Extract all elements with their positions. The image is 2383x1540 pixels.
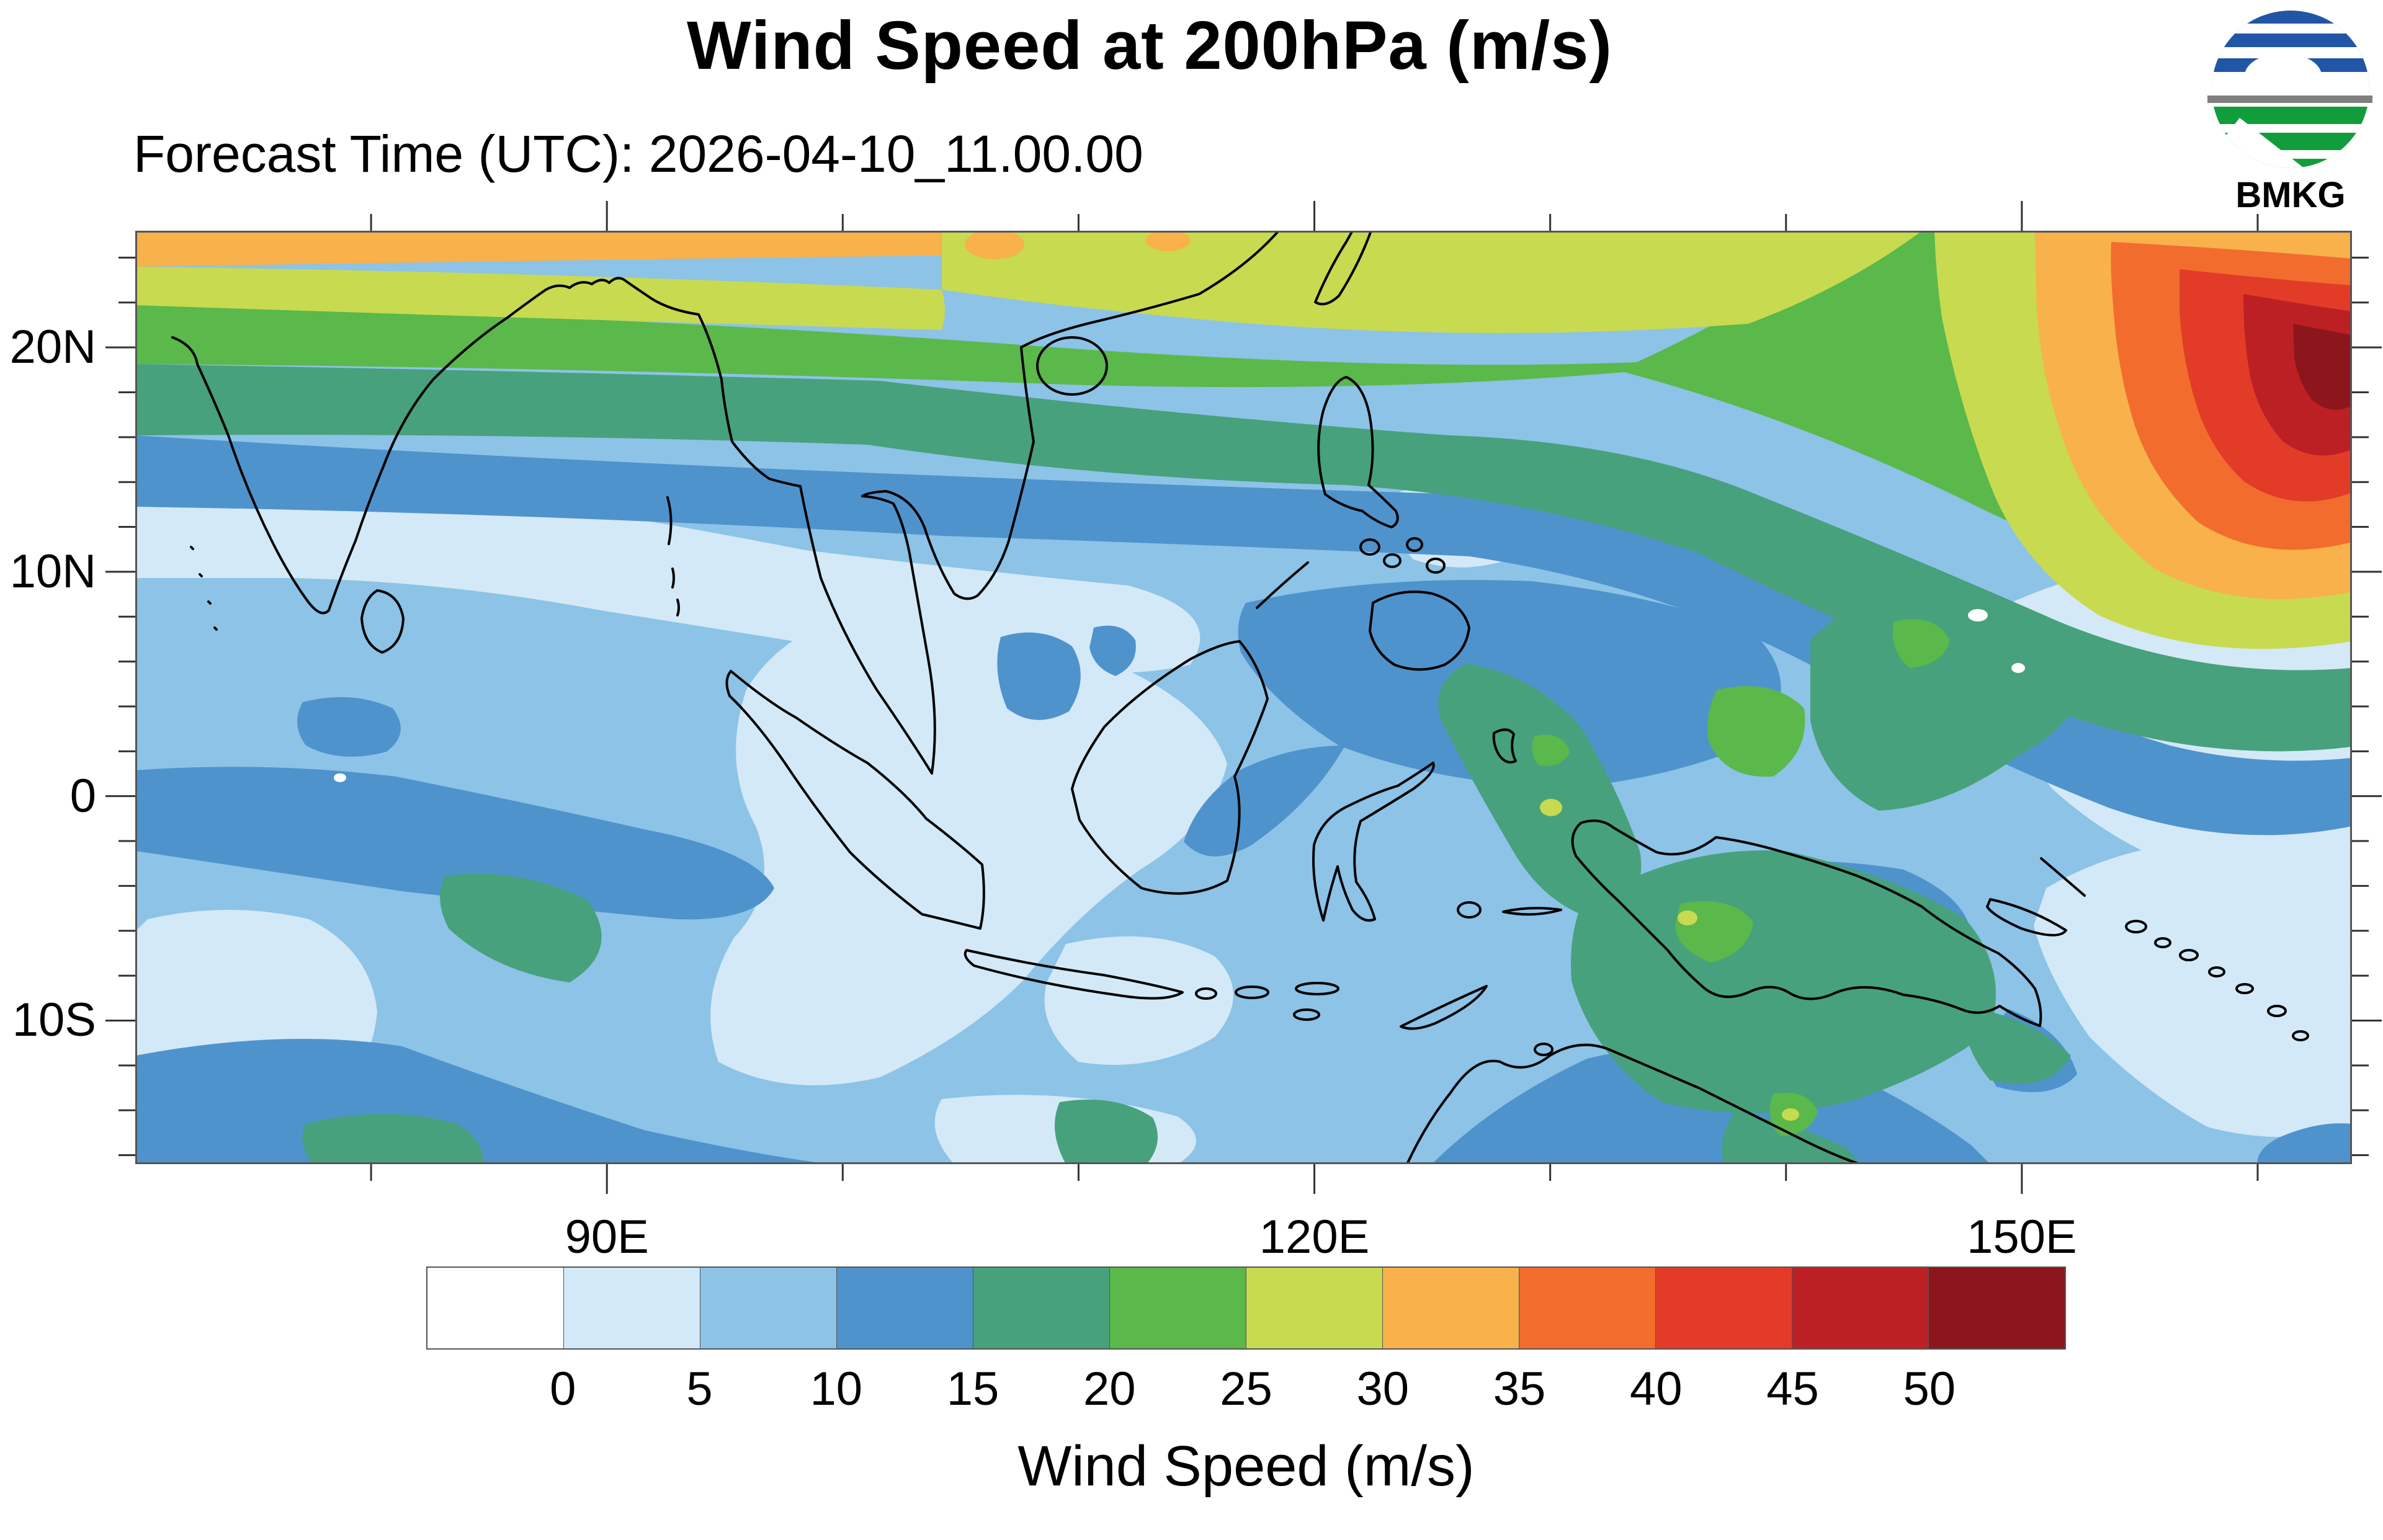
coastline-lakshadweep <box>190 546 218 631</box>
coastline-bougainville <box>2125 920 2147 933</box>
colorbar-cell <box>1110 1268 1246 1348</box>
coastline-solomon-2 <box>2179 949 2199 961</box>
coastline-new-guinea <box>1571 819 2042 1027</box>
coastline-visayas-2 <box>1383 553 1402 568</box>
coastline-visayas-1 <box>1359 538 1380 556</box>
coastline-australia-north <box>1406 1043 1861 1164</box>
coastlines <box>171 231 2309 1164</box>
colorbar-cell <box>1519 1268 1656 1348</box>
coastline-taiwan <box>1314 231 1372 306</box>
coastline-solomon-6 <box>2292 1030 2309 1041</box>
colorbar-tick-label: 10 <box>810 1363 863 1415</box>
coastline-buru <box>1457 901 1482 919</box>
colorbar-tick-label: 25 <box>1220 1363 1272 1415</box>
coastline-borneo <box>1071 640 1269 895</box>
coastline-timor <box>1400 985 1488 1030</box>
lon-tick-label: 90E <box>565 1211 649 1263</box>
lon-tick-label: 150E <box>1967 1211 2077 1263</box>
coastline-new-ireland <box>2040 857 2086 897</box>
coastline-new-britain <box>1986 898 2067 937</box>
coastline-bali <box>1195 987 1217 1000</box>
lat-tick-label: 10S <box>12 994 96 1047</box>
lat-tick-label: 0 <box>69 769 96 822</box>
coastline-flores <box>1295 982 1339 995</box>
coastline-lombok-sumbawa <box>1235 986 1269 999</box>
colorbar-tick-label: 30 <box>1356 1363 1410 1415</box>
coastline-halmahera <box>1492 728 1517 763</box>
coastline-sulawesi <box>1312 762 1435 922</box>
page-title: Wind Speed at 200hPa (m/s) <box>686 7 1613 84</box>
colorbar-cell <box>1929 1268 2065 1348</box>
coastline-visayas-3 <box>1406 537 1423 552</box>
colorbar-tick-label: 40 <box>1629 1363 1683 1415</box>
coastline-hainan <box>1036 336 1108 396</box>
coastline-solomon-5 <box>2267 1005 2287 1017</box>
coastline-seram <box>1502 907 1562 916</box>
coastline-asia-mainland <box>171 231 1280 775</box>
contour-50-plus-core <box>2293 324 2352 411</box>
coastline-tanimbar <box>1534 1043 1554 1056</box>
colorbar-tick-label: 35 <box>1493 1363 1546 1415</box>
coastline-solomon-4 <box>2235 983 2254 994</box>
colorbar-cell <box>700 1268 837 1348</box>
coastline-sri-lanka <box>360 589 405 654</box>
colorbar-cell <box>1792 1268 1929 1348</box>
colorbar-tick-label: 45 <box>1766 1363 1819 1415</box>
colorbar-cell <box>1656 1268 1792 1348</box>
lat-tick-label: 10N <box>9 545 96 598</box>
colorbar-tick-label: 5 <box>686 1363 713 1415</box>
lat-tick-label: 20N <box>9 321 96 374</box>
colorbar-tick-label: 50 <box>1903 1363 1956 1415</box>
coastline-solomon-3 <box>2208 966 2225 977</box>
forecast-time-label: Forecast Time (UTC): 2026-04-10_11.00.00 <box>133 125 1143 183</box>
colorbar-cell <box>973 1268 1110 1348</box>
bmkg-logo: BMKG <box>2207 11 2372 213</box>
contour-calm-white-spots <box>334 609 2025 782</box>
bmkg-logo-text: BMKG <box>2235 175 2345 213</box>
coastline-mindanao <box>1369 590 1470 671</box>
colorbar-cell <box>564 1268 700 1348</box>
coastline-visayas-4 <box>1426 558 1446 574</box>
coastline-luzon <box>1317 376 1399 528</box>
contour-15-20-regions <box>135 364 2352 1164</box>
map-frame <box>135 231 2352 1164</box>
coastline-palawan <box>1256 561 1309 609</box>
contour-20-25-regions <box>135 231 2352 1136</box>
colorbar-tick-label: 0 <box>550 1363 576 1415</box>
colorbar-tick-label: 15 <box>946 1363 999 1415</box>
coastline-solomon-1 <box>2154 937 2171 948</box>
coastline-sumba <box>1293 1008 1320 1021</box>
colorbar-cell <box>1383 1268 1519 1348</box>
coastline-java <box>963 949 1184 1000</box>
bmkg-logo-divider <box>2207 96 2372 103</box>
coastline-sumatra <box>725 670 985 930</box>
lon-tick-label: 120E <box>1259 1211 1370 1263</box>
colorbar <box>426 1266 2066 1350</box>
coastline-andaman-islands <box>666 496 680 616</box>
map-plot <box>135 231 2352 1164</box>
colorbar-tick-label: 20 <box>1083 1363 1136 1415</box>
colorbar-cell <box>837 1268 973 1348</box>
colorbar-title: Wind Speed (m/s) <box>1017 1435 1475 1498</box>
colorbar-cell <box>427 1268 564 1348</box>
colorbar-cell <box>1246 1268 1383 1348</box>
